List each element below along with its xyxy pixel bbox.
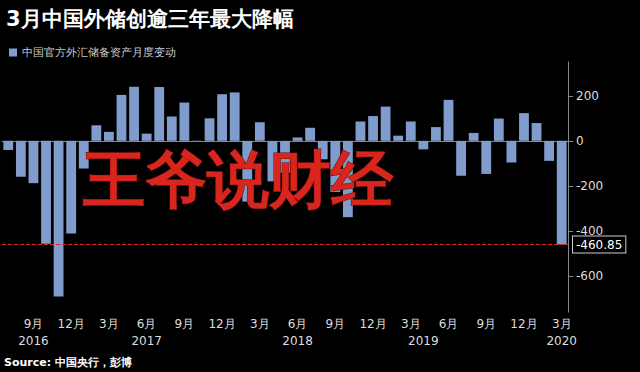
svg-text:3月中国外储创逾三年最大降幅: 3月中国外储创逾三年最大降幅 xyxy=(6,7,294,31)
svg-text:-600: -600 xyxy=(576,269,603,283)
svg-text:-200: -200 xyxy=(576,179,603,193)
svg-text:12月: 12月 xyxy=(510,317,537,331)
svg-text:王爷说财经: 王爷说财经 xyxy=(83,143,394,216)
svg-text:3月: 3月 xyxy=(401,317,421,331)
svg-text:Source: 中国央行，彭博: Source: 中国央行，彭博 xyxy=(4,356,132,369)
svg-text:9月: 9月 xyxy=(476,317,496,331)
svg-text:9月: 9月 xyxy=(24,317,44,331)
svg-text:6月: 6月 xyxy=(137,317,157,331)
svg-text:2017: 2017 xyxy=(131,334,162,348)
svg-text:6月: 6月 xyxy=(439,317,459,331)
svg-text:3月: 3月 xyxy=(250,317,270,331)
svg-text:200: 200 xyxy=(576,89,599,103)
svg-text:-400: -400 xyxy=(576,223,604,238)
svg-text:12月: 12月 xyxy=(359,317,386,331)
svg-text:中国官方外汇储备资产月度变动: 中国官方外汇储备资产月度变动 xyxy=(22,46,176,59)
svg-text:12月: 12月 xyxy=(58,317,85,331)
svg-text:2018: 2018 xyxy=(282,334,313,348)
svg-text:2019: 2019 xyxy=(408,334,439,348)
svg-text:3月: 3月 xyxy=(99,317,119,331)
svg-text:-460.85: -460.85 xyxy=(576,238,622,252)
svg-text:0: 0 xyxy=(576,134,584,148)
svg-text:12月: 12月 xyxy=(208,317,235,331)
svg-text:2016: 2016 xyxy=(18,334,49,348)
svg-text:2020: 2020 xyxy=(546,334,577,348)
svg-text:3月: 3月 xyxy=(552,317,572,331)
svg-text:6月: 6月 xyxy=(288,317,308,331)
svg-text:9月: 9月 xyxy=(175,317,195,331)
svg-text:9月: 9月 xyxy=(325,317,345,331)
